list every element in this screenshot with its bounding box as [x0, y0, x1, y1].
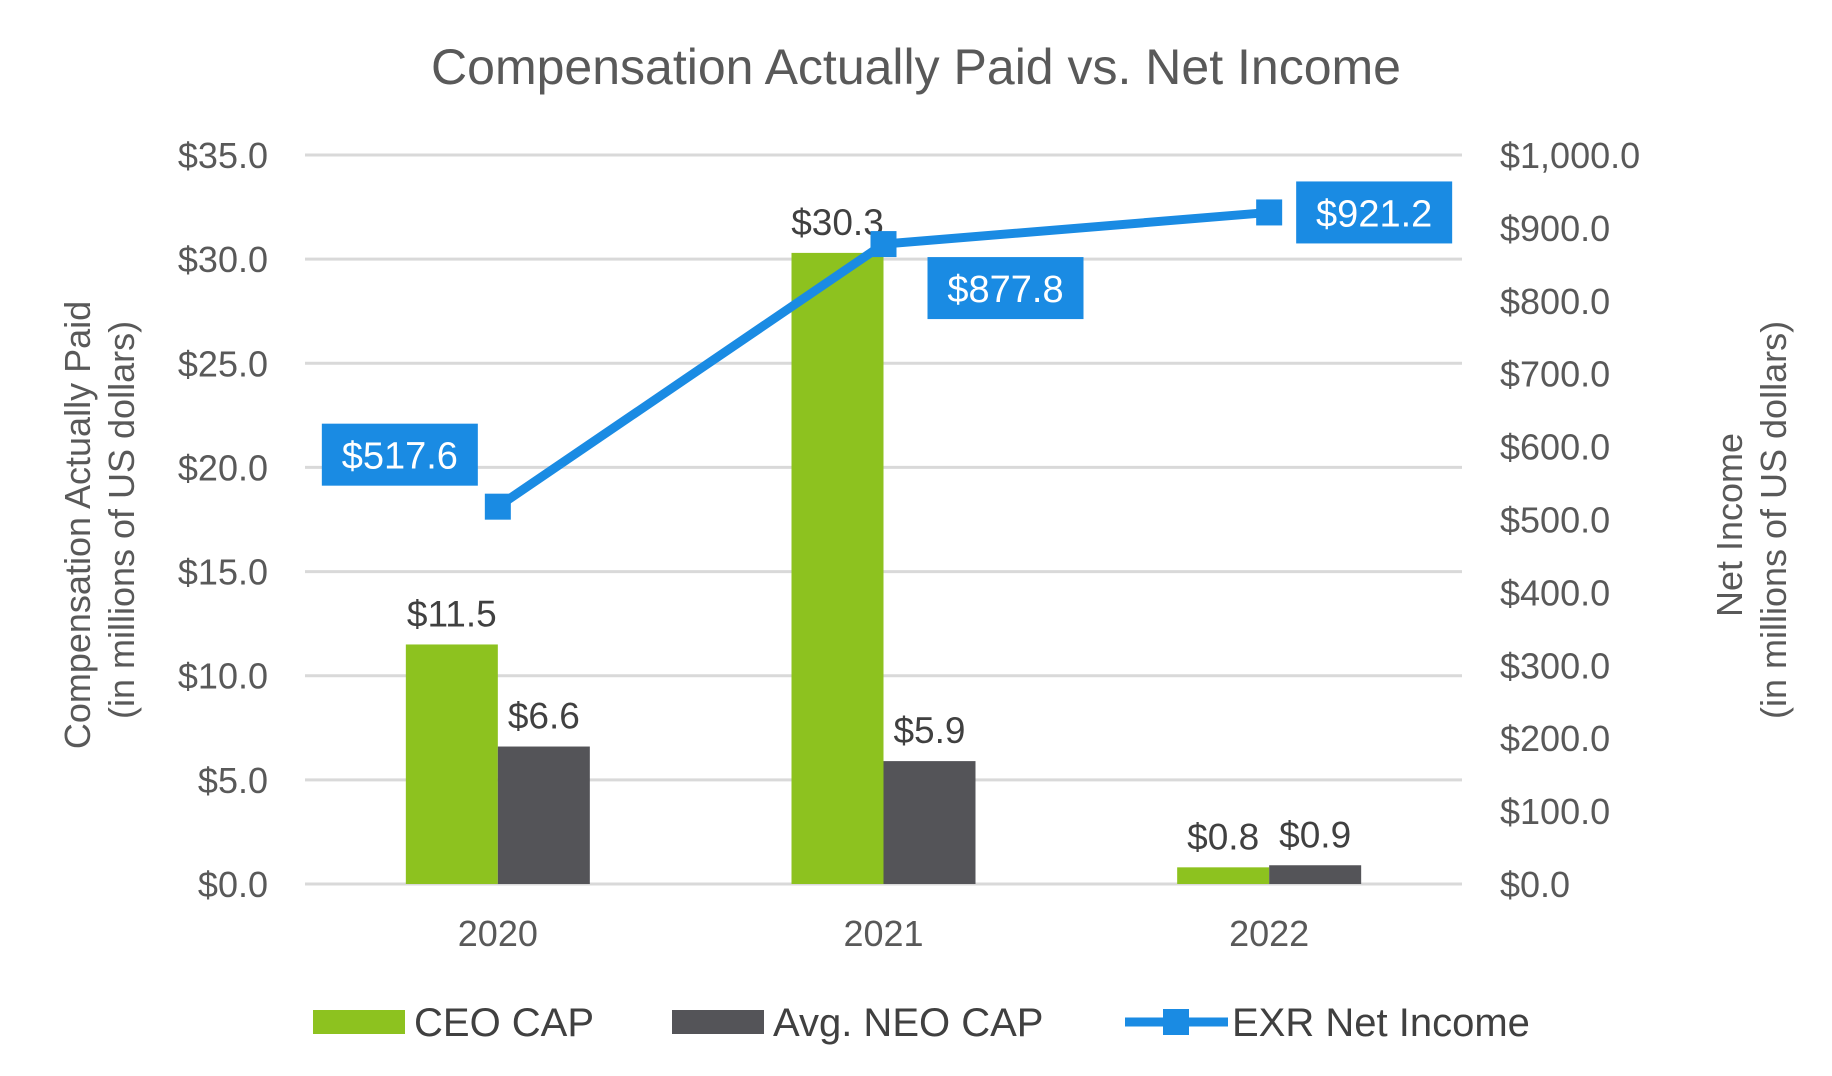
legend-label-net-income: EXR Net Income [1232, 1001, 1530, 1045]
left-tick-label: $35.0 [178, 135, 268, 176]
bar-series: $11.5 $30.3 $0.8 $6.6 $5.9 $0.9 [405, 202, 1362, 884]
bar-data-label: $6.6 [508, 696, 580, 737]
right-tick-label: $0.0 [1500, 864, 1570, 905]
net-income-callout [321, 423, 478, 486]
right-tick-label: $400.0 [1500, 572, 1610, 613]
x-tick-label: 2020 [458, 913, 538, 954]
left-tick-label: $25.0 [178, 343, 268, 384]
net-income-data-label: $517.6 [342, 436, 458, 478]
net-income-callout [1296, 181, 1453, 244]
bar-data-label: $0.8 [1187, 816, 1259, 857]
left-tick-label: $5.0 [198, 760, 268, 801]
legend-swatch-avg-neo-cap [672, 1010, 764, 1034]
right-tick-label: $100.0 [1500, 791, 1610, 832]
legend-label-ceo-cap: CEO CAP [414, 1001, 594, 1045]
left-tick-label: $0.0 [198, 864, 268, 905]
left-axis-title-line-2: (in millions of US dollars) [101, 321, 142, 719]
right-axis-title-line-2: (in millions of US dollars) [1753, 321, 1794, 719]
left-axis-title: Compensation Actually Paid (in millions … [57, 291, 142, 749]
legend-swatch-marker-net-income [1163, 1009, 1189, 1035]
bar-ceo-cap [405, 644, 498, 884]
left-axis-ticks: $0.0 $5.0 $10.0 $15.0 $20.0 $25.0 $30.0 $35.0 [178, 135, 268, 905]
right-axis-title: Net Income (in millions of US dollars) [1709, 321, 1794, 719]
bar-data-label: $30.3 [791, 202, 884, 243]
left-tick-label: $10.0 [178, 656, 268, 697]
bar-ceo-cap [1177, 867, 1270, 884]
left-tick-label: $15.0 [178, 552, 268, 593]
net-income-marker [1256, 199, 1283, 226]
line-series: $517.6 $877.8 $921.2 [321, 181, 1453, 520]
right-tick-label: $300.0 [1500, 645, 1610, 686]
bar-data-label: $11.5 [407, 593, 497, 634]
net-income-marker [484, 493, 511, 520]
right-tick-label: $900.0 [1500, 208, 1610, 249]
bar-avg-neo-cap [1269, 865, 1362, 884]
left-axis-title-line-1: Compensation Actually Paid [57, 301, 98, 749]
right-axis-title-line-1: Net Income [1709, 433, 1750, 617]
net-income-data-label: $877.8 [947, 269, 1063, 311]
bar-avg-neo-cap [497, 746, 590, 884]
left-tick-label: $30.0 [178, 239, 268, 280]
x-tick-label: 2022 [1229, 913, 1309, 954]
bar-data-label: $5.9 [893, 710, 965, 751]
chart-title: Compensation Actually Paid vs. Net Incom… [431, 39, 1401, 95]
x-tick-label: 2021 [843, 913, 923, 954]
right-tick-label: $800.0 [1500, 281, 1610, 322]
legend-swatch-ceo-cap [313, 1010, 405, 1034]
right-tick-label: $700.0 [1500, 354, 1610, 395]
right-tick-label: $1,000.0 [1500, 135, 1640, 176]
legend: CEO CAP Avg. NEO CAP EXR Net Income [313, 1001, 1530, 1045]
bar-ceo-cap [791, 252, 884, 884]
net-income-data-label: $921.2 [1316, 193, 1432, 235]
right-axis-ticks: $0.0 $100.0 $200.0 $300.0 $400.0 $500.0 $600.0… [1500, 135, 1640, 905]
net-income-marker [870, 231, 897, 258]
left-tick-label: $20.0 [178, 447, 268, 488]
legend-label-avg-neo-cap: Avg. NEO CAP [773, 1001, 1043, 1045]
right-tick-label: $200.0 [1500, 718, 1610, 759]
right-tick-label: $600.0 [1500, 427, 1610, 468]
net-income-callout [927, 257, 1084, 320]
bar-avg-neo-cap [883, 761, 976, 884]
right-tick-label: $500.0 [1500, 500, 1610, 541]
bar-data-label: $0.9 [1279, 814, 1351, 855]
x-axis-ticks: 2020 2021 2022 [458, 913, 1309, 954]
